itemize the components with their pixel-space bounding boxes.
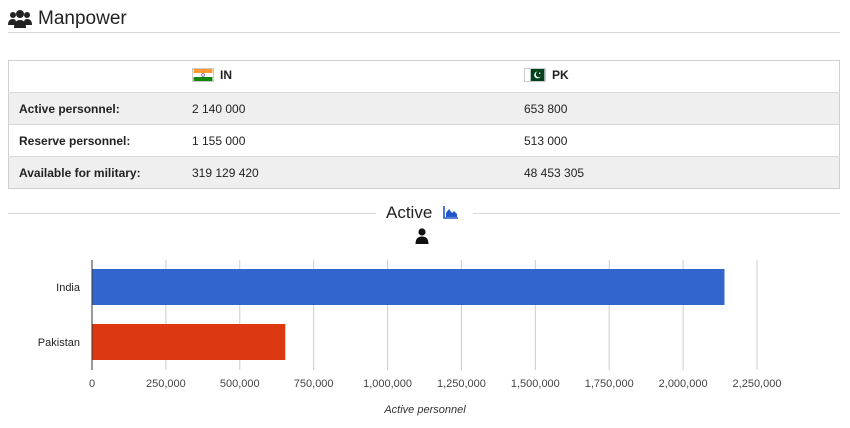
x-tick-label: 0 bbox=[89, 378, 95, 390]
x-tick-label: 2,250,000 bbox=[733, 378, 782, 390]
value-in-available: 319 129 420 bbox=[182, 156, 514, 189]
chart-section-title: Active bbox=[8, 202, 840, 226]
table-row: Active personnel: 2 140 000 653 800 bbox=[8, 92, 840, 125]
users-icon bbox=[8, 10, 32, 28]
x-tick-label: 1,500,000 bbox=[511, 378, 560, 390]
chart-title: Active bbox=[386, 203, 433, 222]
row-label-active: Active personnel: bbox=[8, 92, 182, 125]
country-code-pk: PK bbox=[552, 68, 569, 82]
table-row: Reserve personnel: 1 155 000 513 000 bbox=[8, 124, 840, 157]
x-tick-label: 2,000,000 bbox=[659, 378, 708, 390]
table-row: Available for military: 319 129 420 48 4… bbox=[8, 156, 840, 189]
row-label-available: Available for military: bbox=[8, 156, 182, 189]
comparison-table: IN PK Active personnel: 2 140 000 653 80… bbox=[8, 60, 840, 189]
row-label-reserve: Reserve personnel: bbox=[8, 124, 182, 157]
y-category-label: India bbox=[56, 282, 81, 294]
divider bbox=[473, 213, 840, 214]
bar-pakistan bbox=[92, 324, 286, 360]
value-in-active: 2 140 000 bbox=[182, 92, 514, 125]
page-title: Manpower bbox=[38, 8, 127, 29]
y-category-label: Pakistan bbox=[38, 337, 80, 349]
pakistan-flag-icon bbox=[524, 68, 546, 82]
country-code-in: IN bbox=[220, 68, 232, 82]
x-tick-label: 1,750,000 bbox=[585, 378, 634, 390]
india-flag-icon bbox=[192, 68, 214, 82]
area-chart-icon[interactable] bbox=[443, 205, 459, 219]
value-in-reserve: 1 155 000 bbox=[182, 124, 514, 157]
person-icon bbox=[415, 228, 429, 244]
value-pk-active: 653 800 bbox=[514, 92, 840, 125]
x-axis-label: Active personnel bbox=[384, 404, 466, 416]
value-pk-available: 48 453 305 bbox=[514, 156, 840, 189]
divider bbox=[8, 213, 376, 214]
x-tick-label: 1,000,000 bbox=[363, 378, 412, 390]
x-tick-label: 750,000 bbox=[294, 378, 334, 390]
section-header: Manpower bbox=[8, 6, 840, 33]
table-header-row: IN PK bbox=[9, 61, 840, 93]
x-tick-label: 500,000 bbox=[220, 378, 260, 390]
bar-chart: 0 250,000 500,000 750,000 1,000,000 1,250,000… bbox=[38, 260, 782, 390]
x-tick-label: 250,000 bbox=[146, 378, 186, 390]
bar-india bbox=[92, 269, 725, 305]
value-pk-reserve: 513 000 bbox=[514, 124, 840, 157]
x-tick-label: 1,250,000 bbox=[437, 378, 486, 390]
